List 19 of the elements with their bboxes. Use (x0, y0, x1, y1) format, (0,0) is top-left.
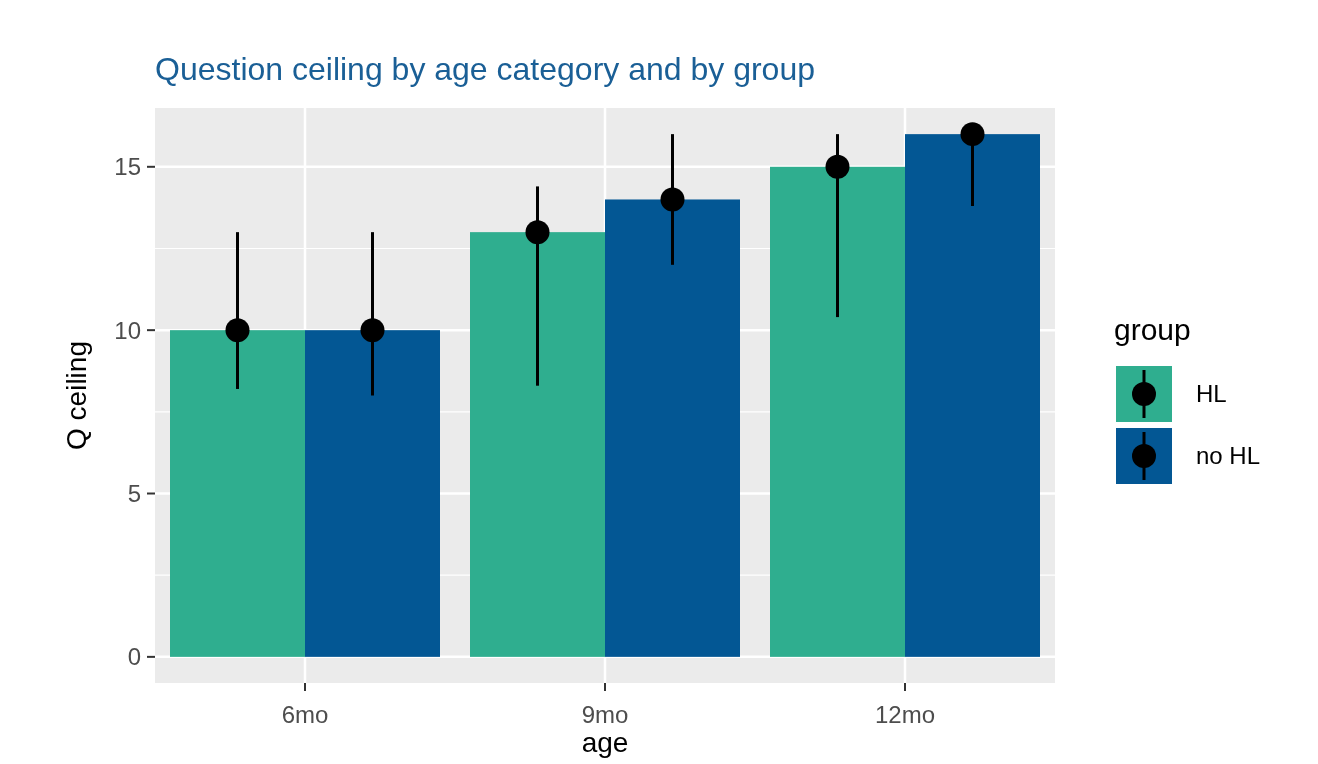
x-tick-label: 12mo (874, 701, 936, 728)
bar (605, 199, 740, 657)
bar (905, 134, 1040, 657)
legend-label: HL (1196, 380, 1227, 408)
legend-title: group (1114, 313, 1191, 346)
y-tick-label: 10 (114, 316, 141, 344)
legend-label: no HL (1196, 442, 1261, 470)
y-tick-label: 5 (127, 479, 141, 507)
y-axis-title: Q ceiling (61, 341, 92, 450)
x-axis-title: age (581, 727, 629, 758)
y-tick-label: 15 (114, 153, 141, 181)
bar (470, 232, 605, 657)
y-tick-label: 0 (127, 643, 141, 671)
x-tick-label: 6mo (281, 701, 329, 728)
x-tick-label: 9mo (581, 701, 629, 728)
chart-title: Question ceiling by age category and by group (155, 51, 815, 87)
bar (770, 166, 905, 657)
bar (305, 330, 440, 657)
bar (170, 330, 305, 657)
